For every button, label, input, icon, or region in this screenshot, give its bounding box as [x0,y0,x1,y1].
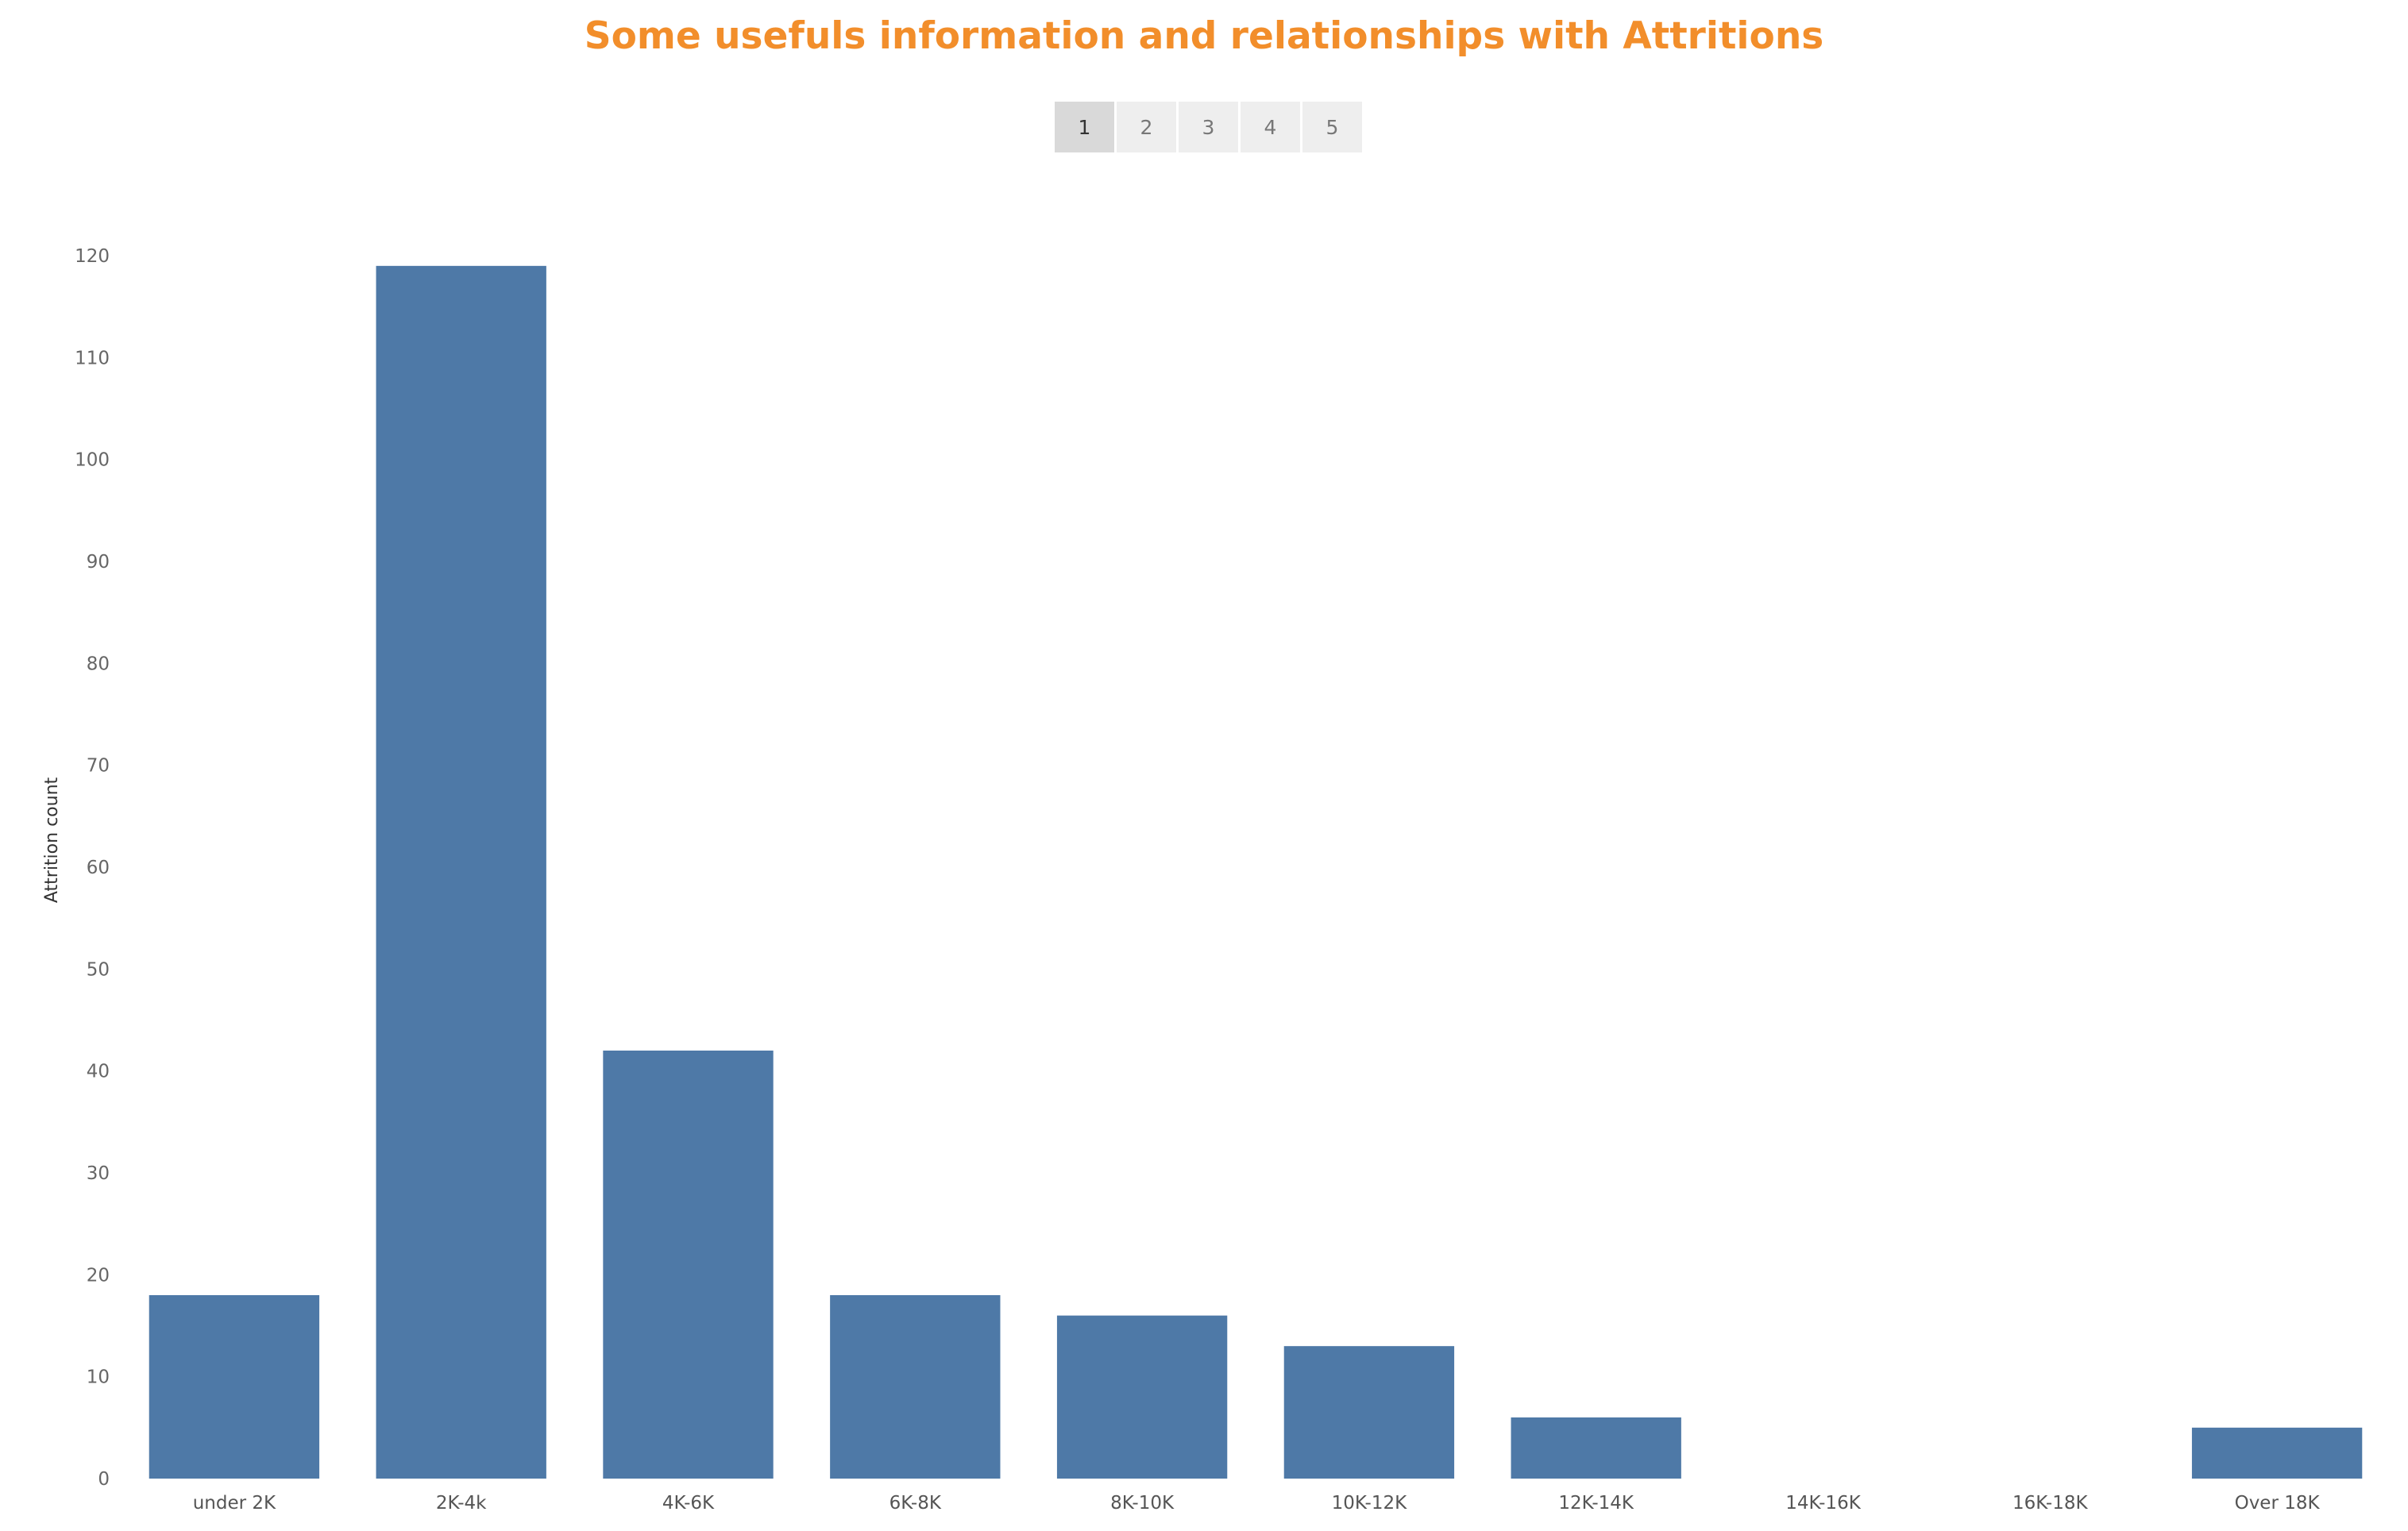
y-tick-label: 100 [75,450,110,471]
x-tick-label: Over 18K [2235,1493,2321,1514]
page-button-3[interactable]: 3 [1179,102,1238,152]
y-axis-title: Attrition count [42,777,62,903]
y-tick-label: 70 [87,756,110,777]
y-tick-label: 20 [87,1265,110,1286]
x-tick-label: 8K-10K [1110,1493,1175,1514]
x-tick-label: 14K-16K [1785,1493,1862,1514]
dashboard-title: Some usefuls information and relationshi… [584,14,1824,58]
x-tick-label: under 2K [193,1493,276,1514]
y-tick-label: 0 [98,1469,110,1490]
bar-8k-10k[interactable] [1056,1315,1228,1479]
bar-under-2k[interactable] [149,1295,320,1479]
bar-10k-12k[interactable] [1283,1346,1455,1479]
y-tick-label: 30 [87,1163,110,1184]
x-tick-label: 10K-12K [1332,1493,1408,1514]
y-tick-label: 60 [87,858,110,878]
y-axis: 0 10 20 30 40 50 60 70 80 90 100 110 120 [75,246,110,1490]
page-button-5[interactable]: 5 [1302,102,1362,152]
page-button-2[interactable]: 2 [1117,102,1176,152]
bar-6k-8k[interactable] [830,1295,1001,1479]
page-button-1[interactable]: 1 [1055,102,1114,152]
x-tick-label: 4K-6K [662,1493,715,1514]
y-tick-label: 90 [87,552,110,573]
bar-4k-6k[interactable] [603,1051,774,1479]
y-tick-label: 40 [87,1062,110,1082]
x-tick-label: 12K-14K [1558,1493,1634,1514]
y-tick-label: 10 [87,1367,110,1388]
x-tick-label: 6K-8K [889,1493,942,1514]
bar-series [149,265,2363,1479]
x-axis: under 2K 2K-4k 4K-6K 6K-8K 8K-10K 10K-12K 12K-… [193,1493,2321,1514]
y-tick-label: 110 [75,348,110,368]
page-navigator: 1 2 3 4 5 [1055,102,1362,152]
x-tick-label: 16K-18K [2012,1493,2089,1514]
page-button-4[interactable]: 4 [1241,102,1300,152]
bar-12k-14k[interactable] [1511,1417,1681,1479]
bar-over-18k[interactable] [2191,1427,2363,1479]
x-tick-label: 2K-4k [436,1493,487,1514]
y-tick-label: 50 [87,959,110,980]
bar-2k-4k[interactable] [376,265,546,1479]
y-tick-label: 80 [87,654,110,674]
y-tick-label: 120 [75,246,110,267]
